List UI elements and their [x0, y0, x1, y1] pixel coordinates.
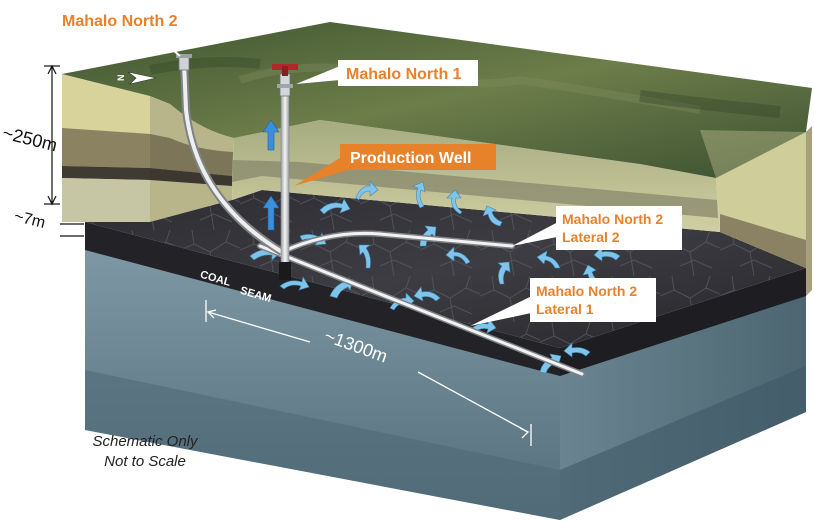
- gas-arrow: [593, 246, 621, 262]
- callout-lateral-2: Mahalo North 2 Lateral 2: [512, 206, 682, 250]
- basement-right-lower-band: [560, 366, 806, 520]
- gas-arrow: [319, 198, 351, 215]
- callout-lateral-2-line2: Lateral 2: [562, 229, 620, 245]
- coal-seam-front-edge: [85, 222, 560, 376]
- coal-seam-right-edge: [560, 268, 806, 376]
- gas-arrow: [413, 286, 441, 302]
- schematic-note-line-1: Schematic Only: [92, 433, 198, 450]
- up-arrow-icon: [262, 195, 280, 231]
- schematic-note-line-2: Not to Scale: [104, 453, 186, 470]
- length-dimension: [205, 300, 532, 446]
- gas-arrow: [355, 180, 379, 201]
- well-bottom-pump: [279, 262, 291, 280]
- gas-arrow: [563, 342, 591, 358]
- depth-7m-label: ~7m: [12, 208, 47, 232]
- upflow-arrows: [262, 119, 280, 231]
- callout-lateral-1-line2: Lateral 1: [536, 301, 594, 317]
- callout-mahalo-north-2-text: Mahalo North 2: [62, 13, 178, 30]
- mahalo-north-1-wellhead: [272, 64, 298, 97]
- gas-arrow: [412, 181, 426, 209]
- schematic-note: Schematic Only Not to Scale: [60, 432, 230, 472]
- callout-production-well-text: Production Well: [350, 150, 471, 167]
- callout-mahalo-north-1: Mahalo North 1: [296, 60, 478, 86]
- gas-arrow: [358, 244, 371, 269]
- callout-lateral-2-line1: Mahalo North 2: [562, 211, 663, 227]
- callout-lateral-1: Mahalo North 2 Lateral 1: [470, 278, 656, 326]
- strata-far-right-wall: [806, 126, 812, 296]
- north-arrow-icon: N: [116, 71, 157, 85]
- callout-production-well: Production Well: [294, 144, 496, 186]
- surface-terrain: [62, 22, 812, 178]
- callout-lateral-1-line1: Mahalo North 2: [536, 283, 637, 299]
- callout-mahalo-north-1-text: Mahalo North 1: [346, 66, 462, 83]
- depth-250m-label: ~250m: [1, 123, 60, 156]
- north-label: N: [116, 75, 126, 82]
- mahalo-north-2-wellhead: [176, 54, 192, 71]
- gas-arrow: [446, 189, 463, 215]
- gas-arrow: [497, 261, 511, 285]
- production-well-pipe: [280, 91, 290, 265]
- gas-arrow: [279, 276, 310, 291]
- gas-arrow: [536, 250, 561, 269]
- gas-arrow: [445, 246, 471, 265]
- dimension-lines: [44, 64, 84, 237]
- up-arrow-icon: [262, 119, 280, 151]
- gas-arrow: [482, 205, 503, 227]
- callout-mahalo-north-2: Mahalo North 2: [56, 8, 198, 57]
- basement-front-lower-band: [85, 370, 560, 520]
